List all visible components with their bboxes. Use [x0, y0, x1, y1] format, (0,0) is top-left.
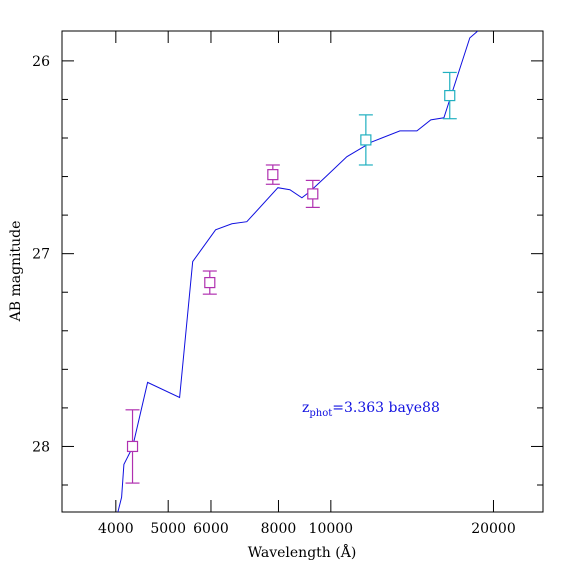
x-tick-label: 20000	[471, 521, 516, 537]
model-line	[117, 31, 479, 512]
data-point	[360, 134, 372, 146]
x-tick-label: 6000	[193, 521, 229, 537]
x-tick-label: 10000	[309, 521, 354, 537]
annotation-part: phot	[309, 408, 332, 419]
x-axis-label: Wavelength (Å)	[248, 543, 357, 561]
plot-frame	[61, 30, 544, 513]
annotation: zphot=3.363 baye88	[302, 400, 440, 419]
y-tick-label: 27	[32, 247, 50, 263]
annotation-part: =3.363 baye88	[332, 400, 440, 416]
data-point	[267, 169, 279, 181]
y-axis-label: AB magnitude	[8, 221, 24, 323]
data-point	[307, 188, 319, 200]
y-tick-label: 28	[32, 439, 50, 455]
data-point	[126, 440, 139, 453]
data-point	[444, 89, 456, 102]
x-tick-label: 4000	[98, 521, 134, 537]
x-tick-label: 5000	[150, 521, 186, 537]
y-tick-label: 26	[32, 54, 50, 70]
x-tick-label: 8000	[261, 521, 297, 537]
data-point	[204, 276, 216, 289]
annotation-part: z	[302, 400, 309, 416]
